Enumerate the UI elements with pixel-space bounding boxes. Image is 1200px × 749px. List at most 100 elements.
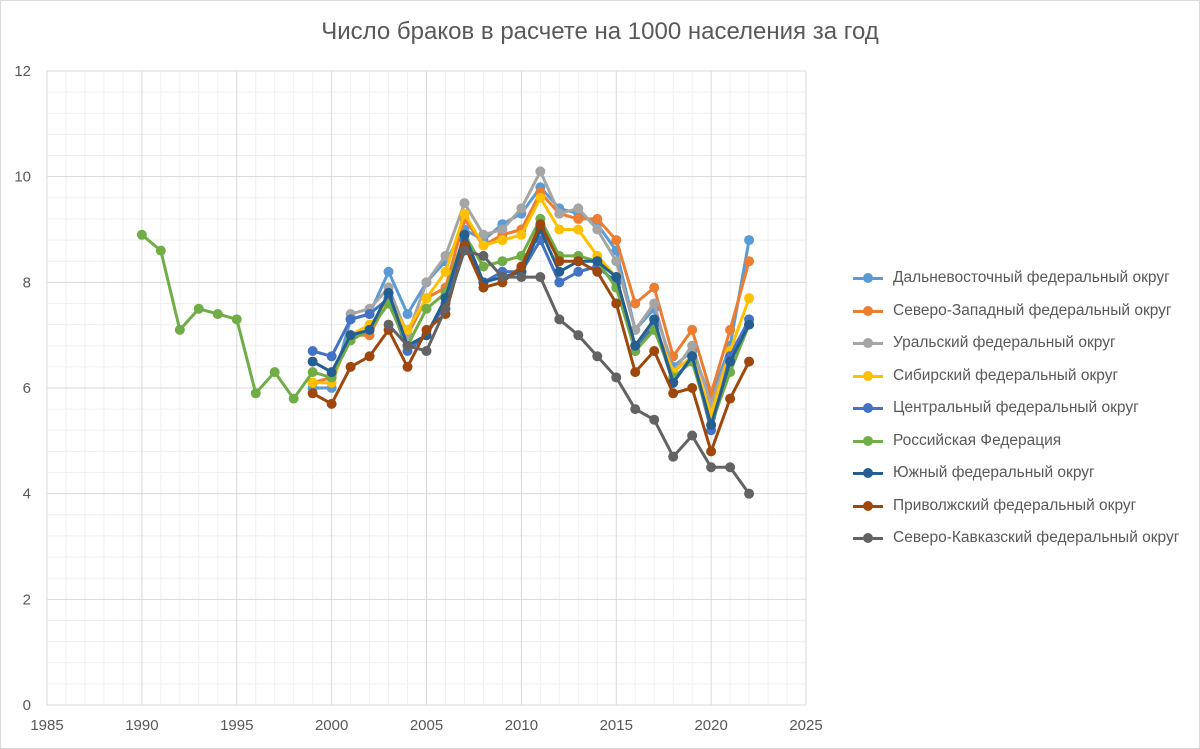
data-point — [649, 346, 660, 357]
data-point — [535, 192, 546, 203]
legend-label: Уральский федеральный округ — [893, 334, 1116, 352]
data-point — [497, 235, 508, 246]
data-point — [478, 240, 489, 251]
data-point — [307, 346, 318, 357]
legend-item: Уральский федеральный округ — [853, 327, 1198, 360]
data-point — [611, 256, 622, 267]
legend-swatch — [853, 401, 883, 415]
data-point — [231, 314, 242, 325]
x-tick-label: 2000 — [315, 717, 348, 734]
data-point — [288, 393, 299, 404]
data-point — [725, 324, 736, 335]
data-point — [744, 235, 755, 246]
data-point — [630, 367, 641, 378]
data-point — [421, 303, 432, 314]
y-tick-label: 6 — [23, 380, 31, 397]
x-tick-label: 2015 — [600, 717, 633, 734]
data-point — [649, 298, 660, 309]
legend-swatch — [853, 531, 883, 545]
data-point — [478, 250, 489, 261]
data-point — [668, 451, 679, 462]
y-tick-label: 12 — [14, 63, 31, 80]
data-point — [592, 266, 603, 277]
axes: 0 2 4 6 8 10 12 1985 1990 1995 2000 2005 2010 2015 202… — [14, 63, 822, 734]
legend-label: Центральный федеральный округ — [893, 399, 1139, 417]
data-point — [592, 256, 603, 267]
data-point — [364, 309, 375, 320]
data-point — [364, 324, 375, 335]
data-point — [630, 298, 641, 309]
data-point — [402, 361, 413, 372]
legend-label: Приволжский федеральный округ — [893, 496, 1137, 514]
data-point — [611, 272, 622, 283]
data-point — [725, 462, 736, 473]
legend-item: Российская Федерация — [853, 425, 1198, 458]
data-point — [611, 235, 622, 246]
data-point — [725, 393, 736, 404]
data-point — [592, 213, 603, 224]
data-point — [440, 266, 451, 277]
data-point — [383, 266, 394, 277]
data-point — [459, 245, 470, 256]
legend-label: Российская Федерация — [893, 431, 1062, 449]
y-tick-label: 2 — [23, 591, 31, 608]
data-point — [687, 351, 698, 362]
data-point — [554, 224, 565, 235]
data-point — [497, 256, 508, 267]
legend-item: Северо-Кавказский федеральный округ — [853, 522, 1198, 555]
series-line — [349, 169, 751, 406]
data-point — [744, 256, 755, 267]
data-point — [345, 314, 356, 325]
y-tick-label: 8 — [23, 274, 31, 291]
data-point — [630, 404, 641, 415]
legend-swatch — [853, 369, 883, 383]
legend-swatch — [853, 434, 883, 448]
data-point — [174, 324, 185, 335]
legend: Дальневосточный федеральный округ Северо-… — [853, 262, 1198, 555]
data-point — [402, 309, 413, 320]
data-point — [668, 388, 679, 399]
series-layer — [136, 166, 755, 499]
legend-label: Северо-Кавказский федеральный округ — [893, 529, 1180, 547]
data-point — [573, 203, 584, 214]
data-point — [725, 356, 736, 367]
data-point — [478, 229, 489, 240]
data-point — [478, 261, 489, 272]
data-point — [535, 272, 546, 283]
legend-item: Северо-Западный федеральный округ — [853, 295, 1198, 328]
data-point — [573, 256, 584, 267]
data-point — [497, 224, 508, 235]
series-line — [311, 238, 751, 432]
legend-swatch — [853, 466, 883, 480]
data-point — [687, 324, 698, 335]
legend-item: Дальневосточный федеральный округ — [853, 262, 1198, 295]
x-tick-label: 1995 — [220, 717, 253, 734]
data-point — [364, 351, 375, 362]
legend-label: Дальневосточный федеральный округ — [893, 269, 1170, 287]
data-point — [136, 229, 147, 240]
y-tick-label: 0 — [23, 697, 31, 714]
data-point — [592, 224, 603, 235]
data-point — [592, 351, 603, 362]
data-point — [516, 203, 527, 214]
data-point — [516, 261, 527, 272]
legend-item: Центральный федеральный округ — [853, 392, 1198, 425]
data-point — [649, 314, 660, 325]
data-point — [744, 319, 755, 330]
data-point — [706, 462, 717, 473]
data-point — [573, 213, 584, 224]
gridlines — [46, 70, 807, 706]
data-point — [687, 383, 698, 393]
data-point — [554, 208, 565, 219]
legend-label: Северо-Западный федеральный округ — [893, 301, 1172, 319]
data-point — [516, 229, 527, 240]
series-Северо-Кавказский федеральный округ — [383, 245, 755, 499]
data-point — [630, 340, 641, 351]
data-point — [402, 324, 413, 335]
data-point — [459, 229, 470, 240]
data-point — [611, 372, 622, 383]
legend-label: Южный федеральный округ — [893, 464, 1095, 482]
data-point — [421, 324, 432, 335]
